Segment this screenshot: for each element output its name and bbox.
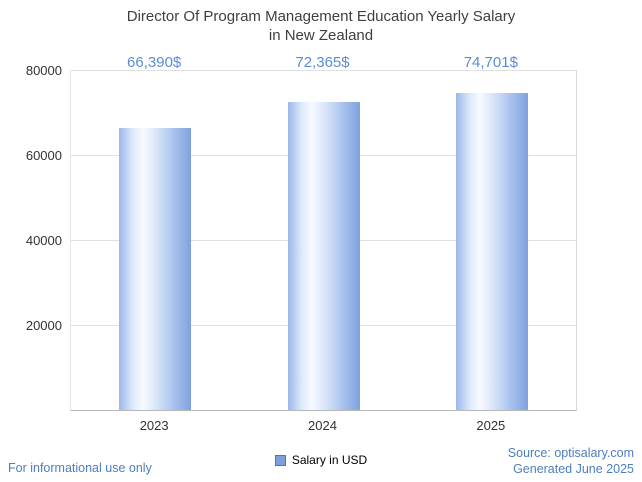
informational-note: For informational use only [8, 461, 152, 475]
chart-title: Director Of Program Management Education… [0, 7, 642, 45]
bar-value-label: 72,365$ [295, 54, 350, 71]
source-block: Source: optisalary.com Generated June 20… [508, 445, 634, 477]
salary-bar [119, 127, 192, 410]
legend-label: Salary in USD [291, 453, 368, 467]
gridline [71, 70, 576, 71]
y-axis-tick-label: 80000 [25, 63, 62, 78]
bar-value-label: 74,701$ [463, 54, 518, 71]
legend-swatch-icon [274, 454, 286, 466]
generated-date: Generated June 2025 [513, 462, 634, 476]
plot-area [70, 70, 577, 411]
salary-bar [287, 102, 360, 410]
salary-bar [455, 92, 528, 410]
x-axis-tick-label: 2025 [476, 418, 506, 433]
bar-value-label: 66,390$ [127, 54, 182, 71]
y-axis-tick-label: 20000 [25, 318, 62, 333]
chart-title-line1: Director Of Program Management Education… [126, 8, 516, 25]
x-axis-tick-label: 2024 [308, 418, 337, 433]
y-axis-tick-label: 60000 [25, 148, 62, 163]
chart-legend: Salary in USD [0, 453, 642, 467]
source-link[interactable]: Source: optisalary.com [507, 446, 634, 460]
x-axis-tick-label: 2023 [139, 418, 169, 433]
y-axis-tick-label: 40000 [25, 233, 62, 248]
chart-title-line2: in New Zealand [268, 27, 374, 44]
